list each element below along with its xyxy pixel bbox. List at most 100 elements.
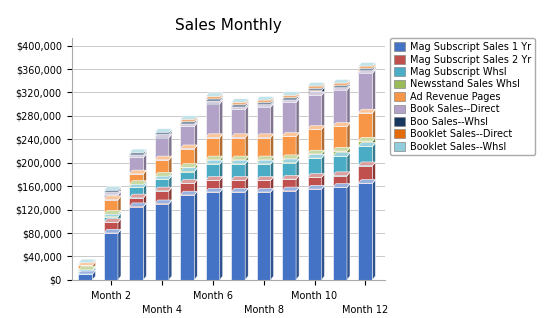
Polygon shape — [245, 101, 248, 107]
Polygon shape — [322, 82, 324, 88]
Polygon shape — [206, 98, 223, 101]
Polygon shape — [231, 156, 248, 160]
Polygon shape — [333, 90, 347, 127]
Polygon shape — [118, 189, 121, 195]
Polygon shape — [206, 180, 220, 192]
Polygon shape — [359, 109, 376, 113]
Polygon shape — [118, 187, 121, 193]
Polygon shape — [307, 185, 324, 189]
Polygon shape — [347, 84, 350, 90]
Polygon shape — [129, 154, 146, 157]
Text: Month 10: Month 10 — [292, 291, 338, 301]
Polygon shape — [129, 198, 144, 207]
Polygon shape — [155, 179, 169, 191]
Polygon shape — [155, 138, 169, 160]
Polygon shape — [307, 189, 322, 280]
Polygon shape — [144, 194, 146, 207]
Polygon shape — [271, 176, 274, 192]
Polygon shape — [333, 86, 350, 90]
Polygon shape — [144, 151, 146, 157]
Polygon shape — [359, 183, 372, 280]
Polygon shape — [347, 183, 350, 280]
Polygon shape — [104, 193, 118, 195]
Polygon shape — [296, 176, 299, 191]
Polygon shape — [333, 83, 347, 86]
Polygon shape — [104, 200, 118, 214]
Polygon shape — [129, 207, 144, 280]
Polygon shape — [129, 181, 146, 184]
Polygon shape — [155, 176, 169, 179]
Polygon shape — [144, 149, 146, 155]
Polygon shape — [282, 159, 299, 163]
Polygon shape — [245, 156, 248, 164]
Polygon shape — [169, 134, 172, 160]
Polygon shape — [282, 155, 299, 159]
Title: Sales Monthly: Sales Monthly — [175, 18, 282, 33]
Polygon shape — [347, 86, 350, 127]
Polygon shape — [307, 154, 324, 158]
Polygon shape — [206, 192, 220, 280]
Polygon shape — [359, 166, 372, 183]
Polygon shape — [257, 156, 274, 160]
Polygon shape — [180, 116, 197, 120]
Polygon shape — [169, 131, 172, 138]
Polygon shape — [180, 122, 194, 124]
Polygon shape — [194, 168, 197, 183]
Polygon shape — [257, 188, 274, 192]
Polygon shape — [92, 259, 96, 265]
Polygon shape — [206, 138, 220, 160]
Polygon shape — [282, 94, 299, 98]
Polygon shape — [129, 153, 144, 155]
Polygon shape — [359, 68, 372, 71]
Polygon shape — [155, 128, 172, 132]
Polygon shape — [282, 102, 296, 136]
Polygon shape — [359, 71, 372, 73]
Polygon shape — [231, 138, 245, 160]
Polygon shape — [347, 80, 350, 86]
Polygon shape — [333, 127, 347, 151]
Polygon shape — [104, 214, 118, 217]
Polygon shape — [206, 101, 220, 104]
Polygon shape — [104, 223, 118, 233]
Polygon shape — [322, 85, 324, 91]
Polygon shape — [180, 179, 197, 183]
Polygon shape — [307, 86, 322, 88]
Polygon shape — [155, 132, 169, 135]
Polygon shape — [180, 195, 194, 280]
Polygon shape — [104, 195, 118, 200]
Polygon shape — [231, 160, 245, 164]
Polygon shape — [372, 65, 376, 71]
Polygon shape — [118, 213, 121, 223]
Polygon shape — [180, 149, 194, 168]
Polygon shape — [307, 88, 322, 91]
Polygon shape — [79, 274, 92, 280]
Polygon shape — [257, 101, 274, 105]
Polygon shape — [282, 163, 296, 179]
Polygon shape — [257, 134, 274, 138]
Polygon shape — [257, 180, 271, 192]
Polygon shape — [347, 147, 350, 156]
Polygon shape — [220, 95, 223, 101]
Polygon shape — [231, 160, 248, 164]
Polygon shape — [372, 137, 376, 146]
Polygon shape — [194, 145, 197, 168]
Polygon shape — [231, 101, 248, 105]
Polygon shape — [245, 106, 248, 138]
Polygon shape — [180, 168, 194, 171]
Polygon shape — [79, 270, 96, 274]
Polygon shape — [155, 156, 172, 160]
Polygon shape — [307, 154, 322, 158]
Polygon shape — [206, 176, 223, 180]
Polygon shape — [206, 160, 223, 164]
Polygon shape — [220, 134, 223, 160]
Polygon shape — [231, 180, 245, 192]
Polygon shape — [155, 160, 169, 176]
Polygon shape — [206, 104, 220, 138]
Polygon shape — [104, 219, 121, 223]
Polygon shape — [271, 101, 274, 107]
Legend: Mag Subscript Sales 1 Yr, Mag Subscript Sales 2 Yr, Mag Subscript Whsl, Newsstan: Mag Subscript Sales 1 Yr, Mag Subscript … — [390, 38, 535, 156]
Polygon shape — [92, 266, 96, 271]
Polygon shape — [104, 196, 121, 200]
Polygon shape — [118, 229, 121, 280]
Polygon shape — [79, 266, 96, 270]
